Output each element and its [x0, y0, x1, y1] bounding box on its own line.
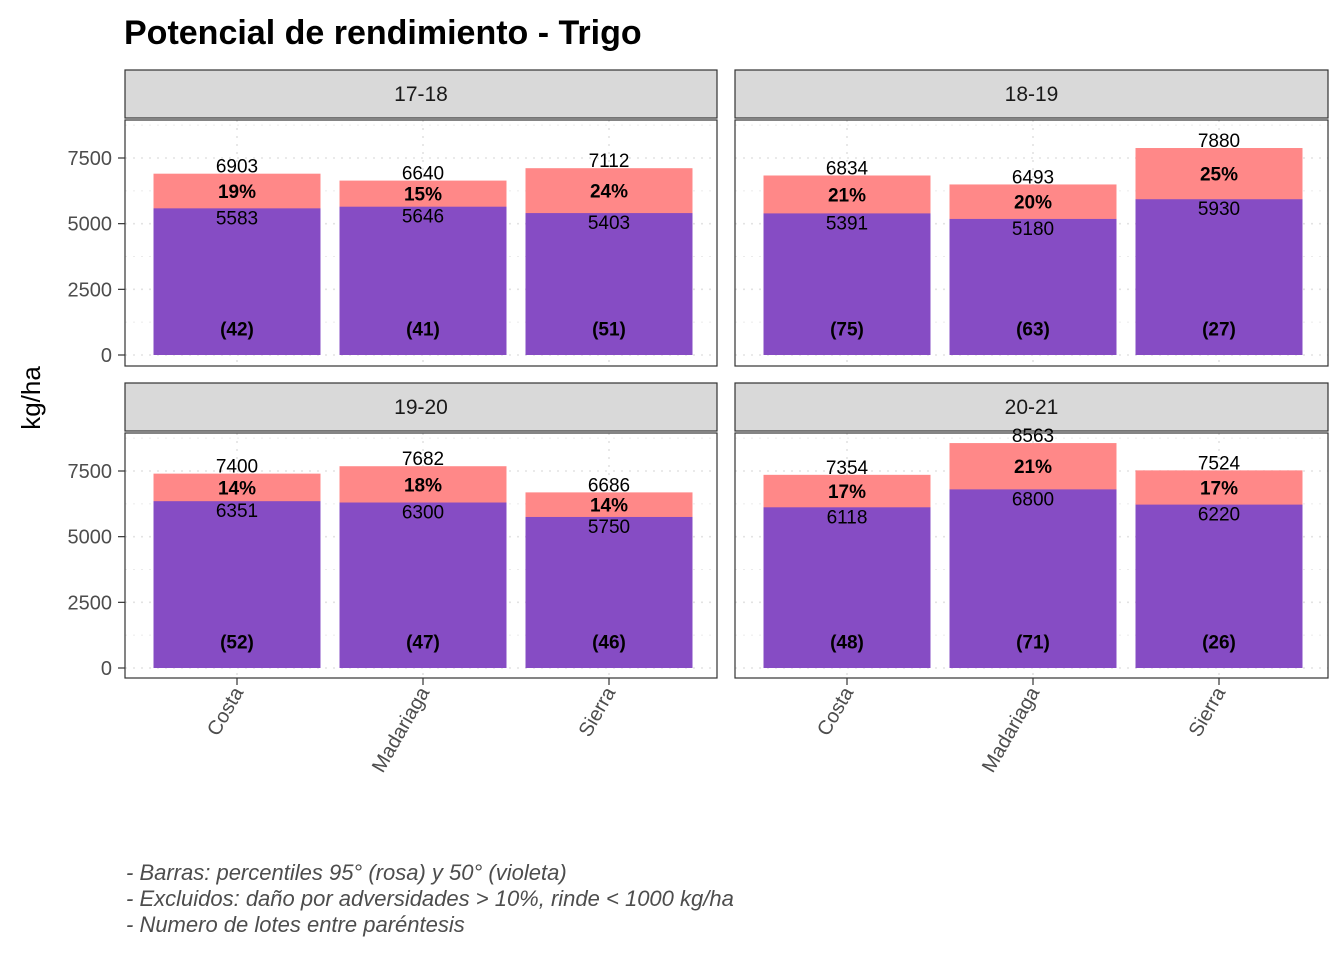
caption-line-2: - Excluidos: daño por adversidades > 10%…	[126, 886, 734, 911]
label-p50-20-21-Costa: 6118	[827, 507, 868, 528]
label-p50-17-18-Madariaga: 5646	[402, 207, 444, 228]
label-n-18-19-Madariaga: (63)	[1016, 320, 1050, 341]
label-n-17-18-Madariaga: (41)	[406, 320, 440, 341]
y-axis-title: kg/ha	[16, 366, 46, 430]
label-n-20-21-Sierra: (26)	[1202, 633, 1236, 654]
bar-p50-17-18-Costa	[153, 208, 321, 355]
caption-line-1: - Barras: percentiles 95° (rosa) y 50° (…	[126, 860, 567, 885]
caption: - Barras: percentiles 95° (rosa) y 50° (…	[126, 860, 734, 938]
label-n-17-18-Costa: (42)	[220, 320, 254, 341]
label-n-20-21-Costa: (48)	[830, 633, 864, 654]
label-p95-18-19-Sierra: 7880	[1198, 131, 1240, 152]
label-n-18-19-Sierra: (27)	[1202, 320, 1236, 341]
bar-p50-18-19-Madariaga	[949, 218, 1117, 355]
label-pct-18-19-Madariaga: 20%	[1014, 193, 1052, 214]
label-p95-17-18-Madariaga: 6640	[402, 164, 444, 185]
facet-label-20-21: 20-21	[1005, 396, 1059, 419]
bar-p50-19-20-Costa	[153, 501, 321, 668]
y-tick-label: 5000	[68, 214, 113, 236]
label-p95-20-21-Sierra: 7524	[1198, 453, 1241, 474]
label-p95-18-19-Costa: 6834	[826, 158, 869, 179]
panel-border-20-21	[734, 432, 1329, 679]
label-p95-20-21-Costa: 7354	[826, 458, 869, 479]
chart-title: Potencial de rendimiento - Trigo	[124, 14, 642, 52]
label-pct-20-21-Costa: 17%	[828, 482, 866, 503]
y-tick-label: 0	[101, 345, 112, 367]
label-p50-19-20-Costa: 6351	[216, 501, 258, 522]
label-pct-17-18-Sierra: 24%	[590, 182, 628, 203]
label-p95-18-19-Madariaga: 6493	[1012, 167, 1054, 188]
label-n-19-20-Costa: (52)	[220, 633, 254, 654]
bar-p50-17-18-Sierra	[525, 213, 693, 355]
label-p50-18-19-Sierra: 5930	[1198, 199, 1240, 220]
facet-strip-19-20	[124, 382, 718, 432]
label-p50-18-19-Costa: 5391	[826, 213, 868, 234]
facet-label-17-18: 17-18	[394, 83, 448, 106]
label-pct-20-21-Madariaga: 21%	[1014, 457, 1052, 478]
label-p95-19-20-Sierra: 6686	[588, 475, 630, 496]
label-n-18-19-Costa: (75)	[830, 320, 864, 341]
label-pct-18-19-Costa: 21%	[828, 185, 866, 206]
label-p95-20-21-Madariaga: 8563	[1012, 426, 1054, 447]
y-tick-label: 2500	[68, 279, 113, 301]
panel-border-18-19	[734, 119, 1329, 367]
y-tick-label: 7500	[68, 148, 113, 170]
bar-p50-20-21-Costa	[763, 507, 931, 668]
facet-strip-17-18	[124, 69, 718, 119]
label-p50-18-19-Madariaga: 5180	[1012, 219, 1054, 240]
facet-label-18-19: 18-19	[1005, 83, 1059, 106]
label-p50-19-20-Madariaga: 6300	[402, 503, 444, 524]
label-p95-19-20-Costa: 7400	[216, 457, 258, 478]
label-pct-20-21-Sierra: 17%	[1200, 478, 1238, 499]
label-n-20-21-Madariaga: (71)	[1016, 633, 1050, 654]
bar-p50-20-21-Sierra	[1135, 504, 1303, 668]
x-tick-label-Costa: Costa	[813, 683, 859, 740]
label-pct-17-18-Madariaga: 15%	[404, 185, 442, 206]
facet-strip-20-21	[734, 382, 1329, 432]
x-tick-label-Sierra: Sierra	[575, 683, 621, 741]
y-tick-label: 0	[101, 658, 112, 680]
x-tick-label-Costa: Costa	[203, 683, 249, 740]
label-pct-19-20-Sierra: 14%	[590, 496, 628, 517]
label-p95-17-18-Costa: 6903	[216, 157, 258, 178]
label-pct-19-20-Costa: 14%	[218, 478, 256, 499]
label-p50-19-20-Sierra: 5750	[588, 517, 630, 538]
y-tick-label: 2500	[68, 592, 113, 614]
facet-label-19-20: 19-20	[394, 396, 448, 419]
label-pct-17-18-Costa: 19%	[218, 182, 256, 203]
label-p50-17-18-Sierra: 5403	[588, 213, 630, 234]
label-n-19-20-Madariaga: (47)	[406, 633, 440, 654]
label-p50-17-18-Costa: 5583	[216, 208, 258, 229]
label-p50-20-21-Madariaga: 6800	[1012, 489, 1054, 510]
x-tick-label-Sierra: Sierra	[1185, 683, 1231, 741]
bar-p50-20-21-Madariaga	[949, 489, 1117, 668]
x-tick-label-Madariaga: Madariaga	[978, 683, 1045, 777]
label-n-19-20-Sierra: (46)	[592, 633, 626, 654]
bar-p50-19-20-Madariaga	[339, 502, 507, 668]
x-tick-label-Madariaga: Madariaga	[368, 683, 435, 777]
bar-p50-19-20-Sierra	[525, 516, 693, 668]
caption-line-3: - Numero de lotes entre paréntesis	[126, 912, 465, 937]
label-n-17-18-Sierra: (51)	[592, 320, 626, 341]
y-tick-label: 7500	[68, 461, 113, 483]
label-pct-18-19-Sierra: 25%	[1200, 165, 1238, 186]
bar-p50-18-19-Sierra	[1135, 199, 1303, 355]
label-p95-19-20-Madariaga: 7682	[402, 449, 444, 470]
label-p95-17-18-Sierra: 7112	[589, 151, 630, 172]
facet-strip-18-19	[734, 69, 1329, 119]
y-tick-label: 5000	[68, 527, 113, 549]
panel-border-17-18	[124, 119, 718, 367]
panel-border-19-20	[124, 432, 718, 679]
label-p50-20-21-Sierra: 6220	[1198, 505, 1240, 526]
label-pct-19-20-Madariaga: 18%	[404, 475, 442, 496]
bar-p50-17-18-Madariaga	[339, 206, 507, 355]
bar-p50-18-19-Costa	[763, 213, 931, 355]
